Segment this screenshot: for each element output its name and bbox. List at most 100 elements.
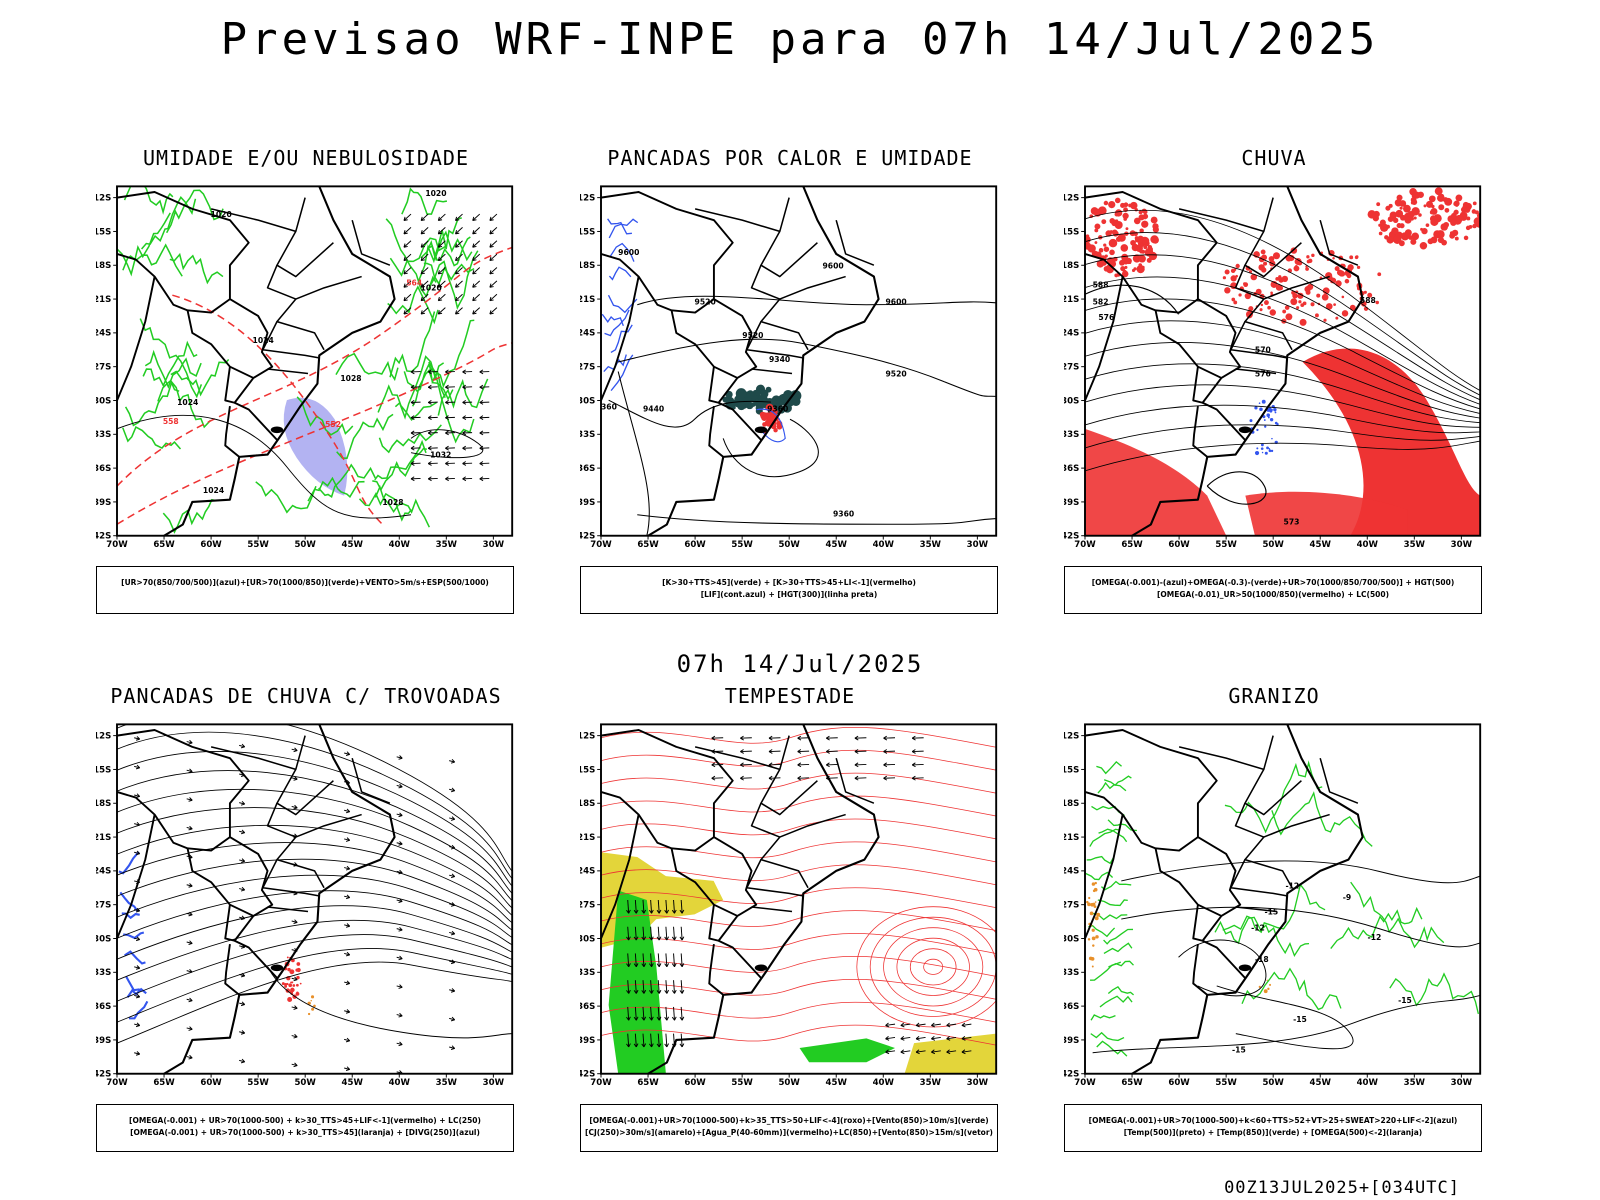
lat-tick-label: 33S xyxy=(1064,430,1079,440)
rain-area xyxy=(1104,254,1108,258)
contour-label: 360 xyxy=(601,403,617,412)
convection-area xyxy=(731,405,736,410)
rain-area xyxy=(1356,265,1361,270)
country-border xyxy=(116,729,278,979)
wind-vector xyxy=(883,735,888,741)
wind-vector xyxy=(472,216,477,221)
instability-area xyxy=(773,427,778,433)
height-contour xyxy=(1085,284,1180,315)
lat-tick-label: 21S xyxy=(1064,295,1079,305)
rain-area xyxy=(1250,273,1258,281)
wind-vector xyxy=(437,283,443,288)
wind-vector xyxy=(900,1036,905,1041)
rain-area xyxy=(1284,305,1290,310)
map-background xyxy=(1085,724,1481,1074)
streamline-arrow xyxy=(134,823,140,826)
lat-tick-label: 18S xyxy=(1064,799,1079,809)
streamline-arrow xyxy=(239,1031,245,1034)
omega-area xyxy=(1261,451,1264,454)
wind-vector xyxy=(410,369,415,375)
map-background xyxy=(601,186,997,536)
wind-vector xyxy=(403,267,412,275)
temp-850-contour xyxy=(1086,855,1114,865)
contour-label: 1020 xyxy=(425,189,446,198)
wind-vector xyxy=(680,1006,683,1021)
rain-area xyxy=(1103,243,1107,247)
streamline-arrow xyxy=(398,812,403,818)
streamline-arrow xyxy=(344,1038,350,1042)
contour-label: 576 xyxy=(1255,369,1271,378)
wind-vector xyxy=(633,963,639,968)
streamline-850 xyxy=(601,749,997,771)
rain-area xyxy=(1443,221,1450,228)
streamline-arrow xyxy=(239,945,245,948)
streamline-arrow xyxy=(449,989,455,992)
streamline-arrow xyxy=(396,870,403,874)
wind-vector xyxy=(479,445,484,451)
divergence-contour xyxy=(124,950,146,965)
humidity-contour xyxy=(387,285,439,325)
streamline-arrow xyxy=(134,937,140,941)
humidity-contour xyxy=(385,218,437,298)
streamline-arrow xyxy=(240,972,246,978)
contour-label: 1020 xyxy=(421,283,442,292)
humidity-contour xyxy=(377,384,437,421)
rain-area xyxy=(1399,200,1407,207)
lat-tick-label: 18S xyxy=(580,261,595,271)
country-border xyxy=(116,791,231,852)
temp-500-contour xyxy=(1092,994,1481,1054)
plot-area xyxy=(117,186,513,534)
wind-vector xyxy=(472,243,477,248)
wind-vector xyxy=(641,963,647,968)
streamline-arrow xyxy=(134,909,140,912)
streamline-arrow xyxy=(135,850,141,856)
wind-vector xyxy=(427,384,432,390)
rain-area xyxy=(1336,269,1343,276)
lat-tick-label: 18S xyxy=(580,799,595,809)
rain-area xyxy=(1141,208,1147,214)
rain-area xyxy=(1333,303,1336,306)
wind-vector xyxy=(489,307,498,315)
streamline-850 xyxy=(909,948,957,986)
rain-area xyxy=(1392,217,1399,224)
lon-tick-label: 45W xyxy=(342,1078,364,1086)
wind-vector xyxy=(427,461,432,466)
rain-area xyxy=(1111,229,1118,236)
wind-vector xyxy=(403,307,412,315)
omega-area xyxy=(1091,965,1094,968)
streamline-arrow xyxy=(398,898,403,903)
lat-tick-label: 36S xyxy=(1064,1002,1079,1012)
streamline-arrow xyxy=(291,805,298,809)
wind-vector xyxy=(826,762,830,768)
humidity-contour xyxy=(378,424,442,454)
streamline-arrow xyxy=(134,994,140,998)
rain-area xyxy=(1307,283,1314,290)
temp-850-contour xyxy=(1350,881,1445,949)
lat-tick-label: 36S xyxy=(580,1002,595,1012)
map-pancadas-calor: 9600 9600 9600 9520 9520 9520 9440 9360 9360 9340… xyxy=(580,185,998,548)
rain-area xyxy=(1120,266,1126,272)
rain-area xyxy=(1411,232,1420,241)
rain-area xyxy=(1103,265,1110,272)
lon-tick-label: 65W xyxy=(637,1078,659,1086)
lon-tick-label: 70W xyxy=(106,540,128,548)
humidity-contour xyxy=(335,352,399,382)
temp-850-contour xyxy=(1100,880,1132,891)
rain-area xyxy=(1347,264,1354,271)
wind-vector xyxy=(462,415,467,421)
thunderstorm-area xyxy=(286,982,289,986)
wind-vector xyxy=(961,1036,966,1041)
rain-area xyxy=(1094,241,1098,244)
wind-vector xyxy=(648,1043,654,1048)
wind-vector xyxy=(445,430,449,436)
country-border xyxy=(600,253,715,314)
convection-area xyxy=(760,389,769,399)
rain-area xyxy=(1335,280,1342,287)
lat-tick-label: 21S xyxy=(580,295,595,305)
contour-label: -12 xyxy=(1368,933,1382,942)
wind-vector xyxy=(885,1036,890,1041)
wind-vector xyxy=(657,1033,660,1048)
streamline-arrow xyxy=(344,981,350,984)
thickness-line xyxy=(172,294,383,525)
rain-area xyxy=(1270,291,1273,295)
